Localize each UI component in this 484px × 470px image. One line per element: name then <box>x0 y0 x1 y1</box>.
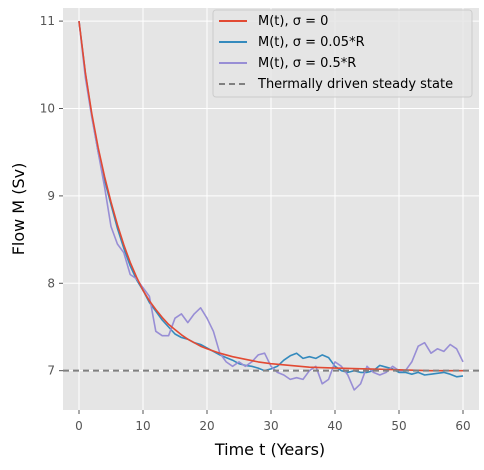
x-axis-label: Time t (Years) <box>214 440 325 459</box>
y-tick-label: 8 <box>47 276 55 290</box>
y-tick-label: 11 <box>40 14 55 28</box>
grid-lines <box>63 8 479 410</box>
x-tick-label: 10 <box>135 419 150 433</box>
legend-box <box>212 9 473 98</box>
series-line-sigma-0 <box>78 21 463 372</box>
y-tick-label: 10 <box>40 102 55 116</box>
y-tick-labels: 7 8 9 10 11 <box>40 14 63 378</box>
x-tick-label: 0 <box>75 419 83 433</box>
x-tick-label: 50 <box>391 419 406 433</box>
legend: M(t), σ = 0 M(t), σ = 0.05*R M(t), σ = 0… <box>212 9 473 98</box>
legend-label-sigma-0: M(t), σ = 0 <box>258 14 328 29</box>
legend-label-steady-state: Thermally driven steady state <box>257 77 453 92</box>
x-tick-labels: 0 10 20 30 40 50 60 <box>75 410 471 433</box>
legend-label-sigma-05: M(t), σ = 0.5*R <box>258 56 356 71</box>
x-tick-label: 30 <box>263 419 278 433</box>
y-tick-label: 7 <box>47 364 55 378</box>
legend-label-sigma-005: M(t), σ = 0.05*R <box>258 35 365 50</box>
x-tick-label: 40 <box>327 419 342 433</box>
x-tick-label: 60 <box>455 419 470 433</box>
x-tick-label: 20 <box>199 419 214 433</box>
y-axis-label: Flow M (Sv) <box>9 163 28 256</box>
y-tick-label: 9 <box>47 189 55 203</box>
